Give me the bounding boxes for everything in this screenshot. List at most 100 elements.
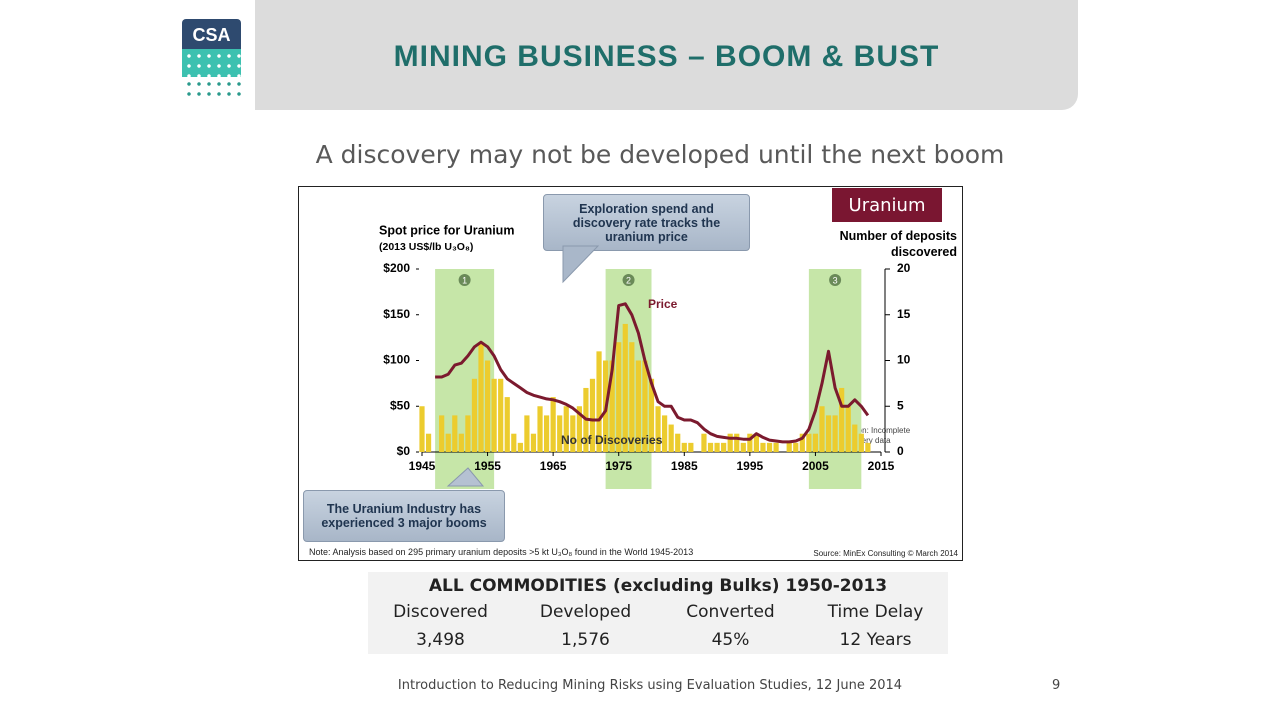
table-header: Converted <box>686 602 775 622</box>
x-tick-label: 1955 <box>474 459 501 473</box>
y2-tick-label: 5 <box>897 398 904 412</box>
bar <box>681 442 687 452</box>
boom-marker <box>458 274 471 286</box>
y-tick-label: $100 <box>383 353 410 367</box>
bar <box>865 442 871 452</box>
bar <box>439 415 445 452</box>
bar <box>832 415 838 452</box>
logo-dots <box>182 77 241 101</box>
table-header: Developed <box>539 602 632 622</box>
bar <box>550 397 556 452</box>
bar <box>760 442 766 452</box>
bar <box>557 415 563 452</box>
summary-table: ALL COMMODITIES (excluding Bulks) 1950-2… <box>368 572 948 654</box>
x-tick-label: 1995 <box>737 459 764 473</box>
price-annotation: Price <box>648 297 678 311</box>
bar <box>629 342 635 452</box>
x-tick-label: 1945 <box>409 459 436 473</box>
bar <box>484 360 491 452</box>
chart: 1 2 3 $0 $50 $100 $150 $200 0 5 10 15 20 1945 1955 1965… <box>379 223 911 489</box>
x-tick-label: 1975 <box>605 459 632 473</box>
bar <box>648 378 655 452</box>
bar <box>543 415 550 452</box>
bar <box>609 360 615 452</box>
subtitle: A discovery may not be developed until t… <box>315 140 1005 169</box>
bar <box>419 406 425 452</box>
bar <box>799 433 805 452</box>
table-cell: 3,498 <box>416 630 465 650</box>
bar <box>425 433 432 452</box>
caution-note: Caution: Incomplete discovery data <box>839 426 911 445</box>
bar <box>701 433 707 452</box>
bar <box>852 424 858 452</box>
table-cell: 12 Years <box>839 630 912 650</box>
bar <box>471 378 478 452</box>
logo-bottom <box>182 49 241 77</box>
bar <box>491 378 497 452</box>
bar <box>721 442 727 452</box>
bar <box>596 351 602 452</box>
bar <box>662 415 668 452</box>
logo-top: CSA <box>182 19 241 49</box>
y2-tick-label: 0 <box>897 444 904 458</box>
table-cell: 1,576 <box>561 630 610 650</box>
logo: CSA <box>182 19 241 101</box>
table-title: ALL COMMODITIES (excluding Bulks) 1950-2… <box>428 576 888 596</box>
bar <box>635 360 641 452</box>
header-bar <box>255 0 1078 110</box>
bar <box>655 406 661 452</box>
y-tick-label: $150 <box>383 307 410 321</box>
boom-marker <box>829 274 842 286</box>
chart-frame: Caution: Incomplete discovery data Uraniu… <box>298 186 963 561</box>
bar <box>504 397 510 452</box>
callout-pointer <box>562 245 600 284</box>
bar <box>675 433 681 452</box>
bar <box>570 415 576 452</box>
x-tick-label: 1965 <box>540 459 567 473</box>
price-line <box>435 302 870 444</box>
x-tick-label: 2015 <box>868 459 895 473</box>
boom-label: 3 <box>833 275 838 285</box>
callout-pointer <box>446 467 485 487</box>
bar <box>839 387 845 452</box>
bar <box>530 433 537 452</box>
discoveries-annotation: No of Discoveries <box>561 433 663 447</box>
callout: The Uranium Industry has experienced 3 m… <box>303 490 505 542</box>
bar <box>576 406 582 452</box>
bar <box>707 442 714 452</box>
bar <box>747 433 753 452</box>
boom-marker <box>622 274 635 286</box>
bar <box>845 406 851 452</box>
bar <box>498 378 504 452</box>
y-axis-subtitle: (2013 US$/lb U₃O₈) <box>379 241 473 253</box>
bar <box>740 442 746 452</box>
table-header: Discovered <box>393 602 488 622</box>
bar <box>812 433 819 452</box>
y2-axis-title: Number of deposits discovered <box>839 229 957 259</box>
y-tick-label: $0 <box>397 444 411 458</box>
bar <box>825 415 832 452</box>
bar <box>537 406 543 452</box>
bar <box>642 360 648 452</box>
bar <box>819 406 825 452</box>
bar <box>511 433 517 452</box>
bar <box>793 442 799 452</box>
bar <box>858 433 864 452</box>
bar <box>766 442 773 452</box>
chart-note: Note: Analysis based on 295 primary uran… <box>309 547 694 557</box>
bar <box>668 424 674 452</box>
x-tick-label: 1985 <box>671 459 698 473</box>
callout: Exploration spend and discovery rate tra… <box>543 194 750 251</box>
bar <box>452 415 458 452</box>
bar <box>688 442 694 452</box>
badge: Uranium <box>832 188 942 222</box>
y-tick-label: $200 <box>383 261 410 275</box>
chart-source: Source: MinEx Consulting © March 2014 <box>813 549 958 558</box>
y-axis-title: Spot price for Uranium <box>379 223 514 237</box>
bar <box>563 406 569 452</box>
bar <box>616 342 622 452</box>
bar <box>478 342 484 452</box>
y2-tick-label: 10 <box>897 353 911 367</box>
bar <box>524 415 530 452</box>
